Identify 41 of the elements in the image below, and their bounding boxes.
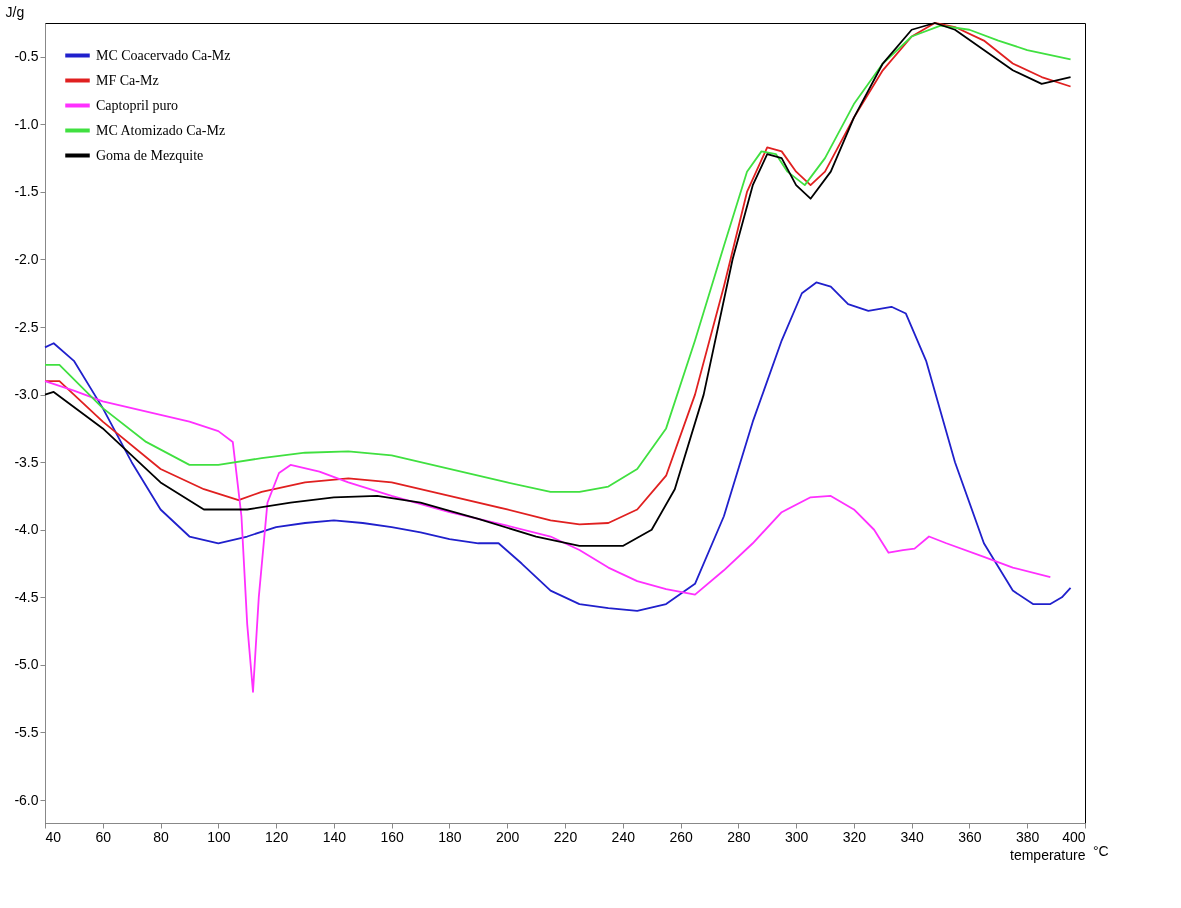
legend-label: Captopril puro <box>96 97 179 113</box>
y-tick-label: -2.0 <box>14 250 39 267</box>
y-tick-label: -1.0 <box>14 115 39 132</box>
x-tick-label: 240 <box>611 828 636 845</box>
y-tick-label: -6.0 <box>14 791 39 808</box>
legend-label: MC Coacervado Ca-Mz <box>96 47 231 63</box>
x-tick-label: 180 <box>438 828 462 845</box>
x-tick-label: 100 <box>207 828 231 845</box>
x-tick-label: 320 <box>842 828 867 845</box>
legend-label: MF Ca-Mz <box>96 72 159 88</box>
x-tick-label: 220 <box>553 828 578 845</box>
x-tick-label: 260 <box>669 828 693 845</box>
y-tick-label: -0.5 <box>14 48 39 65</box>
x-tick-label: 80 <box>153 828 170 845</box>
y-tick-label: -3.5 <box>14 453 39 470</box>
x-tick-label: 380 <box>1016 828 1040 845</box>
x-axis-title: temperature <box>1010 846 1086 863</box>
y-tick-label: -2.5 <box>14 318 39 335</box>
x-tick-label: 120 <box>264 828 289 845</box>
y-tick-label: -4.0 <box>14 521 39 538</box>
legend-label: MC Atomizado Ca-Mz <box>96 122 226 138</box>
x-tick-label: 40 <box>45 828 62 845</box>
x-tick-label: 400 <box>1062 828 1086 845</box>
y-tick-label: -3.0 <box>14 386 39 403</box>
y-axis-title: J/g <box>5 3 25 20</box>
line-series <box>44 380 1052 693</box>
x-tick-label: 360 <box>958 828 982 845</box>
y-tick-label: -1.5 <box>14 183 39 200</box>
x-tick-label: 280 <box>727 828 751 845</box>
x-tick-label: 60 <box>95 828 112 845</box>
x-tick-label: 160 <box>380 828 405 845</box>
y-tick-label: -5.5 <box>14 723 39 740</box>
x-tick-label: 200 <box>496 828 520 845</box>
text: °C <box>1093 843 1109 859</box>
y-tick-label: -5.0 <box>14 656 39 673</box>
legend-label: Goma de Mezquite <box>96 147 204 163</box>
x-tick-label: 340 <box>900 828 925 845</box>
y-tick-label: -4.5 <box>14 588 39 605</box>
x-tick-label: 300 <box>784 828 809 845</box>
x-tick-label: 140 <box>322 828 347 845</box>
line-series <box>44 281 1072 612</box>
